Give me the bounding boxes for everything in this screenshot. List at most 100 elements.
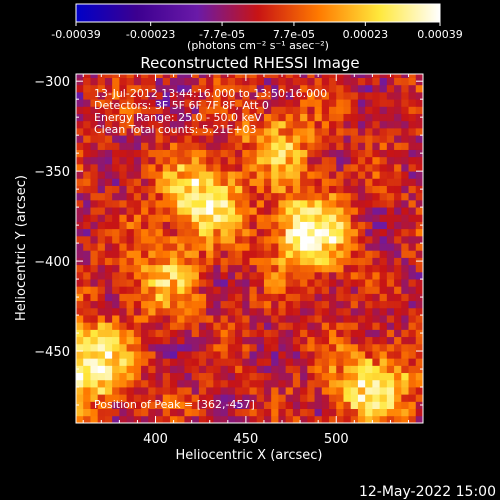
- heatmap-cell: [300, 351, 308, 359]
- heatmap-cell: [191, 279, 200, 287]
- heatmap-cell: [271, 300, 279, 309]
- heatmap-cell: [184, 300, 193, 309]
- heatmap-cell: [249, 120, 258, 129]
- heatmap-cell: [242, 106, 250, 114]
- heatmap-cell: [104, 300, 113, 309]
- heatmap-cell: [263, 243, 272, 251]
- heatmap-cell: [386, 221, 395, 230]
- heatmap-cell: [350, 358, 359, 366]
- heatmap-cell: [300, 235, 308, 244]
- heatmap-cell: [97, 235, 106, 244]
- heatmap-cell: [307, 250, 315, 258]
- heatmap-cell: [263, 156, 272, 165]
- heatmap-cell: [372, 127, 381, 136]
- heatmap-cell: [307, 264, 315, 273]
- heatmap-cell: [198, 358, 207, 366]
- heatmap-cell: [415, 178, 423, 186]
- heatmap-cell: [321, 156, 330, 165]
- heatmap-cell: [408, 77, 417, 86]
- heatmap-cell: [162, 106, 171, 114]
- heatmap-cell: [321, 322, 330, 330]
- heatmap-cell: [307, 271, 315, 280]
- heatmap-cell: [119, 279, 128, 287]
- heatmap-cell: [177, 243, 185, 251]
- heatmap-cell: [336, 271, 344, 280]
- heatmap-cell: [90, 351, 99, 359]
- heatmap-cell: [83, 199, 91, 208]
- heatmap-cell: [379, 415, 388, 423]
- heatmap-cell: [191, 358, 200, 366]
- heatmap-cell: [292, 99, 301, 107]
- heatmap-cell: [155, 408, 164, 417]
- heatmap-cell: [314, 264, 323, 273]
- heatmap-cell: [278, 207, 287, 215]
- heatmap-cell: [314, 257, 323, 266]
- heatmap-cell: [350, 171, 359, 179]
- heatmap-cell: [76, 84, 84, 93]
- heatmap-cell: [198, 257, 207, 266]
- heatmap-cell: [372, 415, 381, 423]
- heatmap-cell: [90, 149, 99, 158]
- heatmap-cell: [408, 99, 417, 107]
- heatmap-cell: [329, 228, 337, 237]
- heatmap-cell: [408, 120, 417, 129]
- heatmap-cell: [329, 199, 337, 208]
- heatmap-cell: [133, 257, 142, 266]
- heatmap-cell: [104, 293, 113, 302]
- heatmap-cell: [256, 199, 265, 208]
- heatmap-cell: [285, 351, 294, 359]
- heatmap-cell: [379, 156, 388, 165]
- heatmap-cell: [83, 163, 91, 172]
- heatmap-cell: [155, 401, 164, 410]
- heatmap-cell: [372, 192, 381, 201]
- heatmap-cell: [242, 113, 250, 122]
- heatmap-cell: [235, 91, 243, 100]
- heatmap-cell: [372, 113, 381, 122]
- heatmap-cell: [162, 127, 171, 136]
- heatmap-cell: [76, 127, 84, 136]
- heatmap-cell: [213, 415, 221, 423]
- heatmap-cell: [365, 401, 373, 410]
- heatmap-cell: [249, 415, 258, 423]
- heatmap-cell: [314, 207, 323, 215]
- heatmap-cell: [90, 293, 99, 302]
- heatmap-cell: [365, 307, 373, 316]
- heatmap-cell: [321, 250, 330, 258]
- heatmap-cell: [307, 329, 315, 338]
- heatmap-cell: [408, 163, 417, 172]
- heatmap-cell: [372, 214, 381, 222]
- heatmap-cell: [278, 163, 287, 172]
- heatmap-cell: [285, 307, 294, 316]
- heatmap-cell: [394, 315, 402, 323]
- heatmap-cell: [126, 408, 135, 417]
- heatmap-cell: [379, 127, 388, 136]
- heatmap-cell: [271, 106, 279, 114]
- heatmap-cell: [133, 243, 142, 251]
- heatmap-cell: [300, 322, 308, 330]
- heatmap-cell: [206, 279, 214, 287]
- heatmap-cell: [227, 394, 236, 402]
- heatmap-cell: [97, 286, 106, 294]
- heatmap-cell: [415, 185, 423, 194]
- heatmap-cell: [278, 221, 287, 230]
- heatmap-cell: [401, 199, 409, 208]
- heatmap-cell: [104, 192, 113, 201]
- heatmap-cell: [386, 415, 395, 423]
- heatmap-cell: [119, 135, 128, 143]
- heatmap-cell: [155, 307, 164, 316]
- heatmap-cell: [372, 271, 381, 280]
- heatmap-cell: [141, 336, 149, 345]
- heatmap-cell: [379, 91, 388, 100]
- heatmap-cell: [271, 214, 279, 222]
- heatmap-cell: [213, 77, 221, 86]
- heatmap-cell: [104, 149, 113, 158]
- heatmap-image: [76, 74, 423, 423]
- heatmap-cell: [357, 293, 366, 302]
- heatmap-cell: [112, 372, 120, 381]
- heatmap-cell: [83, 185, 91, 194]
- heatmap-cell: [133, 142, 142, 150]
- heatmap-cell: [379, 120, 388, 129]
- heatmap-cell: [169, 379, 178, 388]
- heatmap-cell: [379, 214, 388, 222]
- heatmap-cell: [242, 185, 250, 194]
